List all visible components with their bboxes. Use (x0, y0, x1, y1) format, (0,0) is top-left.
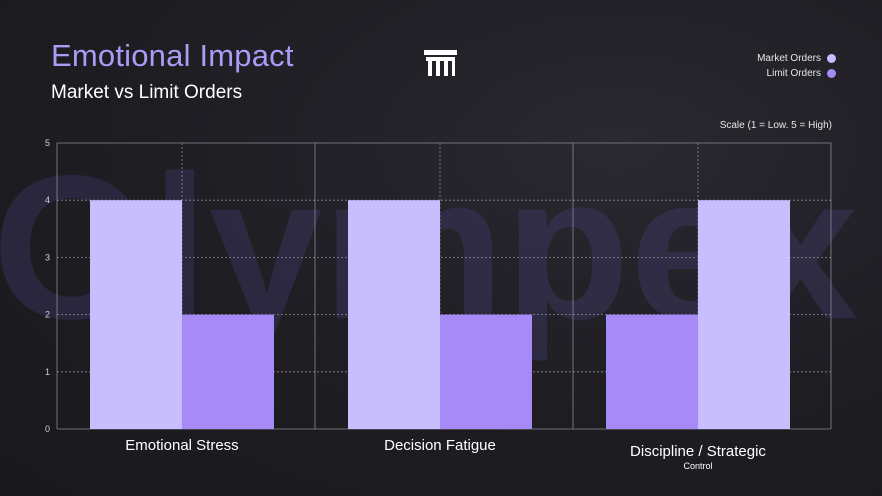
legend-item-limit-orders: Limit Orders (757, 66, 836, 81)
y-tick-label: 3 (45, 252, 50, 262)
x-category-label: Emotional Stress (125, 437, 238, 454)
chart-bars (90, 200, 790, 429)
bar-market-orders (606, 314, 698, 429)
legend-swatch (827, 69, 836, 78)
chart-title: Emotional Impact (51, 38, 294, 73)
x-category-label: Discipline / Strategic (630, 443, 766, 460)
bar-market-orders (90, 200, 182, 429)
y-tick-label: 5 (45, 138, 50, 148)
chart-subtitle: Market vs Limit Orders (51, 82, 243, 103)
y-tick-label: 2 (45, 310, 50, 320)
bar-limit-orders (440, 314, 532, 429)
chart-legend: Market Orders Limit Orders (757, 51, 836, 81)
y-tick-label: 1 (45, 367, 50, 377)
legend-swatch (827, 54, 836, 63)
legend-label: Market Orders (757, 53, 821, 64)
legend-label: Limit Orders (766, 68, 821, 79)
x-category-label: Decision Fatigue (384, 437, 496, 454)
pillar-logo-icon (424, 50, 457, 76)
legend-item-market-orders: Market Orders (757, 51, 836, 66)
scale-note: Scale (1 = Low. 5 = High) (719, 120, 832, 131)
x-axis: Emotional Stress Decision Fatigue Discipli… (125, 437, 766, 471)
y-tick-label: 0 (45, 424, 50, 434)
bar-limit-orders (698, 200, 790, 429)
y-axis: 0 1 2 3 4 5 (45, 138, 50, 434)
x-category-label-line2: Control (683, 461, 712, 471)
bar-market-orders (348, 200, 440, 429)
bar-limit-orders (182, 314, 274, 429)
y-tick-label: 4 (45, 195, 50, 205)
